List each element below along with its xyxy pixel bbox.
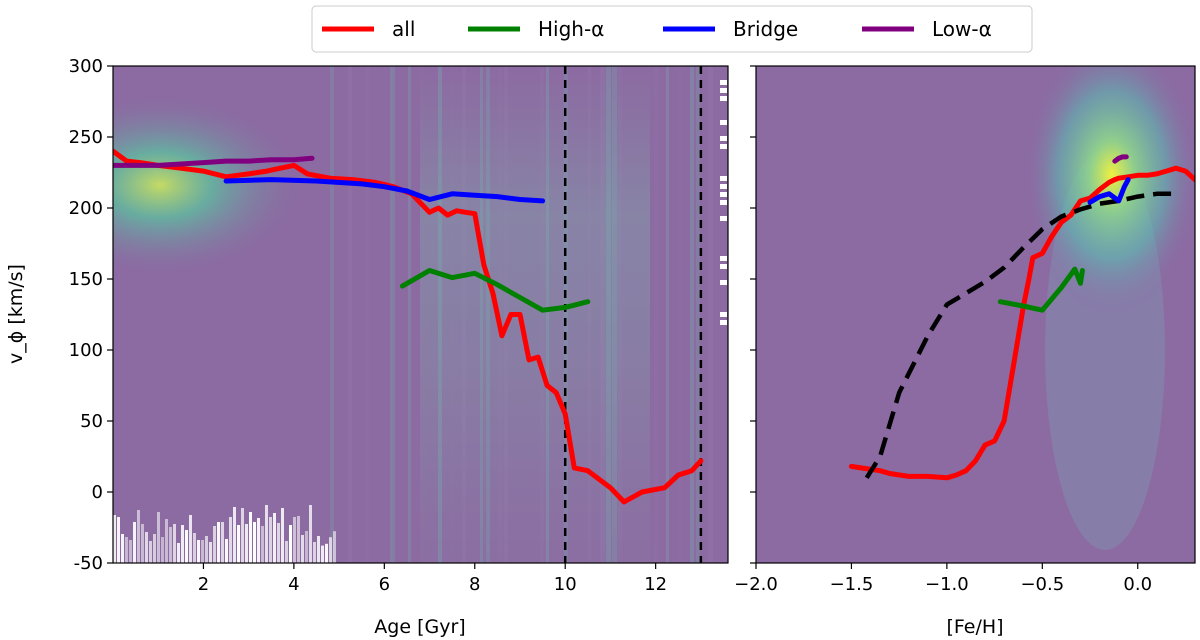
right-heatmap bbox=[756, 66, 1195, 563]
series-line-dashed bbox=[864, 191, 1176, 479]
right-xtick-label: 0.0 bbox=[1123, 574, 1152, 595]
right-axes-frame bbox=[755, 65, 1196, 564]
left-xlabel: Age [Gyr] bbox=[374, 616, 465, 638]
left-axes-frame bbox=[112, 65, 729, 564]
series-line-all bbox=[113, 148, 704, 505]
legend: all High-α Bridge Low-α bbox=[311, 5, 1033, 53]
right-xtick-label: −1.5 bbox=[830, 574, 874, 595]
left-ytick-label: 300 bbox=[69, 56, 103, 77]
series-line-High-α bbox=[399, 268, 591, 313]
left-xtick-label: 8 bbox=[469, 574, 480, 595]
legend-label-all: all bbox=[392, 17, 415, 41]
legend-label-High-α: High-α bbox=[538, 17, 604, 41]
left-ytick-label: 150 bbox=[69, 269, 103, 290]
legend-label-Bridge: Bridge bbox=[733, 17, 798, 41]
left-xtick-label: 6 bbox=[379, 574, 390, 595]
left-ytick-label: -50 bbox=[74, 553, 103, 574]
left-heatmap bbox=[113, 66, 728, 563]
left-xtick-label: 4 bbox=[288, 574, 299, 595]
legend-label-Low-α: Low-α bbox=[932, 17, 992, 41]
series-line-Bridge bbox=[223, 177, 546, 204]
right-xtick-label: −2.0 bbox=[734, 574, 778, 595]
series-line-High-α bbox=[997, 266, 1085, 313]
left-xtick-label: 12 bbox=[644, 574, 667, 595]
left-ytick-label: 250 bbox=[69, 127, 103, 148]
right-xtick-label: −0.5 bbox=[1020, 574, 1064, 595]
left-ytick-label: 0 bbox=[92, 482, 103, 503]
series-line-Bridge bbox=[1087, 177, 1131, 205]
left-ytick-label: 100 bbox=[69, 340, 103, 361]
series-line-all bbox=[848, 165, 1195, 481]
right-xtick-label: −1.0 bbox=[925, 574, 969, 595]
left-ytick-label: 200 bbox=[69, 198, 103, 219]
left-ylabel: v_ϕ [km/s] bbox=[5, 264, 27, 364]
left-xtick-label: 10 bbox=[554, 574, 577, 595]
left-ytick-label: 50 bbox=[80, 411, 103, 432]
right-xlabel: [Fe/H] bbox=[946, 616, 1003, 638]
left-xtick-label: 2 bbox=[198, 574, 209, 595]
series-line-Low-α bbox=[113, 155, 315, 168]
series-line-Low-α bbox=[1112, 154, 1129, 164]
